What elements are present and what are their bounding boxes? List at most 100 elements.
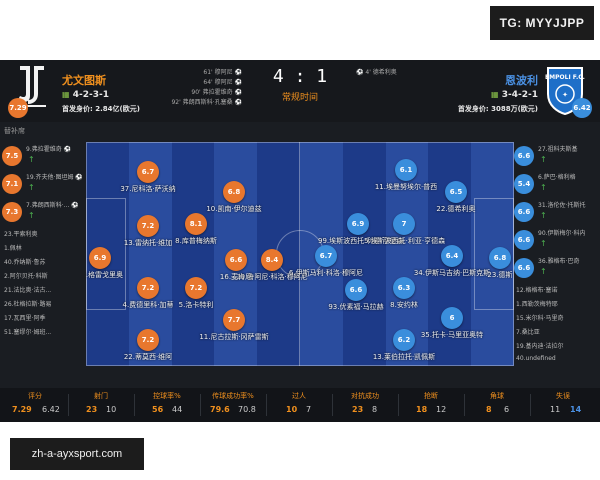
away-penalty-box xyxy=(474,198,514,310)
stat-divider xyxy=(200,394,201,416)
goal-event: 92' 弗朗西斯科·孔塞桑 ⚽ xyxy=(171,99,242,106)
away-bench-player[interactable]: 5.4 6.萨巴·格利格 ↑ xyxy=(514,170,596,198)
home-team-rating: 7.29 xyxy=(8,98,28,118)
away-team-name[interactable]: 恩波利 xyxy=(505,74,538,87)
player-rating: 6.2 xyxy=(393,329,415,351)
stat-divider xyxy=(464,394,465,416)
goal-event: 61' 穆阿尼 ⚽ xyxy=(203,69,242,76)
pitch: 6.7 37.尼科洛·萨沃纳 6.8 10.凯南·伊尔迪兹 7.2 13.雷纳托·维加… xyxy=(86,142,514,366)
sub-in-arrow-icon: ↑ xyxy=(540,239,547,248)
ball-icon: ⚽ xyxy=(234,99,242,106)
player-rating: 8.4 xyxy=(261,249,283,271)
player-name: 34.伊斯马吉纳·巴斯克斯 xyxy=(413,269,491,277)
player-name: 93.优素福·马拉赫 xyxy=(328,303,384,311)
bench-rating: 7.1 xyxy=(2,174,22,194)
home-bench-player[interactable]: 51.塞缪尔·姆班... xyxy=(4,329,52,336)
player-name: 20.鲁阿尼·科洛·穆阿尼 xyxy=(236,273,308,281)
home-bench-player[interactable]: 21.法比奥·法古... xyxy=(4,287,52,294)
player-rating: 6.1 xyxy=(395,159,417,181)
away-bench-player[interactable]: 6.6 36.雅格布·巴奇 ↑ xyxy=(514,254,596,282)
away-bench-player[interactable]: 12.格格布·塞诺 xyxy=(516,287,558,294)
ball-icon: ⚽ xyxy=(356,69,364,76)
away-bench-player[interactable]: 6.6 31.洛伦佐·托斯托 ↑ xyxy=(514,198,596,226)
player-name: 8.安约林 xyxy=(390,301,418,309)
player-rating: 6.8 xyxy=(489,247,511,269)
player-rating: 7.2 xyxy=(137,329,159,351)
ball-icon: ⚽ xyxy=(63,146,72,153)
home-bench-player[interactable]: 23.平索利奥 xyxy=(4,231,38,238)
home-goal-events: 61' 穆阿尼 ⚽ 64' 穆阿尼 ⚽ 90' 弗拉霍维奇 ⚽ 92' 弗朗西斯… xyxy=(150,68,242,108)
away-bench-player[interactable]: 1.西勒茨梅特耶 xyxy=(516,301,558,308)
home-bench-player[interactable]: 1.佩林 xyxy=(4,245,22,252)
away-bench-player[interactable]: 15.米尔科·马里奇 xyxy=(516,315,564,322)
sub-in-arrow-icon: ↑ xyxy=(540,155,547,164)
stat-divider xyxy=(134,394,135,416)
player-name: 23.德斯 xyxy=(487,271,513,279)
svg-text:EMPOLI F.C.: EMPOLI F.C. xyxy=(545,74,585,81)
player-rating: 6 xyxy=(441,307,463,329)
stat-turnovers: 失误 11 14 xyxy=(550,392,582,414)
svg-text:✦: ✦ xyxy=(562,91,568,99)
player-rating: 7.7 xyxy=(223,309,245,331)
home-bench-player[interactable]: 17.瓦西里·阿季 xyxy=(4,315,46,322)
stat-divider xyxy=(530,394,531,416)
away-team-rating: 6.42 xyxy=(572,98,592,118)
away-goal-events: ⚽ 4' 德希利奥 xyxy=(356,68,448,78)
sub-in-arrow-icon: ↑ xyxy=(28,183,35,192)
player-rating: 6.3 xyxy=(393,277,415,299)
away-formation-text: 3-4-2-1 xyxy=(501,90,538,100)
match-status: 常规时间 xyxy=(281,93,318,103)
home-bench-list: 7.5 9.弗拉霍维奇 ⚽ ↑ 7.1 19.齐夫他·图坦姆 ⚽ ↑ 7.3 7… xyxy=(2,142,84,338)
player-rating: 6.5 xyxy=(445,181,467,203)
telegram-watermark: TG: MYYJJPP xyxy=(490,6,594,40)
player-name: 13.莱伯拉托·凯佩斯 xyxy=(372,353,436,361)
ball-icon: ⚽ xyxy=(234,79,242,86)
bench-rating: 7.5 xyxy=(2,146,22,166)
player-name: 13.雷纳托·维加 xyxy=(123,239,173,247)
player-rating: 6.7 xyxy=(137,161,159,183)
formation-icon: ▦ xyxy=(62,90,70,99)
match-header: 尤文图斯 ▦ 4-2-3-1 首发身价: 2.84亿(欧元) 7.29 61' … xyxy=(0,60,600,122)
stat-divider xyxy=(332,394,333,416)
player-rating: 6.6 xyxy=(225,249,247,271)
bench-rating: 6.6 xyxy=(514,230,534,250)
pitch-boundary xyxy=(86,142,514,366)
player-rating: 7.2 xyxy=(137,215,159,237)
home-subs-title: 替补席 xyxy=(4,127,25,135)
away-bench-player[interactable]: 19.基内迪·法拉尔 xyxy=(516,343,564,350)
home-bench-player[interactable]: 7.3 7.弗朗西斯科·... ⚽ ↑ xyxy=(2,198,84,226)
away-bench-player[interactable]: 6.6 27.祖科夫斯基 ↑ xyxy=(514,142,596,170)
stat-corners: 角球 8 6 xyxy=(486,392,510,414)
home-bench-player[interactable]: 2.阿尔贝托·科斯 xyxy=(4,273,48,280)
empoli-logo-icon: EMPOLI F.C. ✦ xyxy=(545,67,585,116)
player-rating: 7.2 xyxy=(185,277,207,299)
stat-divider xyxy=(266,394,267,416)
home-team-name[interactable]: 尤文图斯 xyxy=(62,74,106,87)
away-bench-player[interactable]: 6.6 90.伊斯梅尔·科内 ↑ xyxy=(514,226,596,254)
match-stats-bar: 评分 7.29 6.42 射门 23 10 控球率% 56 44 传球成功率% … xyxy=(0,388,600,422)
bench-rating: 5.4 xyxy=(514,174,534,194)
away-bench-player[interactable]: 40.undefined xyxy=(516,355,556,362)
home-bench-player[interactable]: 40.乔纳斯·鲁苏 xyxy=(4,259,46,266)
sub-in-arrow-icon: ↑ xyxy=(540,267,547,276)
home-bench-player[interactable]: 26.杜格拉斯·路易 xyxy=(4,301,52,308)
match-score: 4 : 1 xyxy=(272,66,328,87)
player-name: 5.洛卡特利 xyxy=(178,301,214,309)
home-bench-player[interactable]: 7.1 19.齐夫他·图坦姆 ⚽ ↑ xyxy=(2,170,84,198)
goal-event: 90' 弗拉霍维奇 ⚽ xyxy=(191,89,242,96)
stat-pass-accuracy: 传球成功率% 79.6 70.8 xyxy=(210,392,256,414)
player-rating: 8.1 xyxy=(185,213,207,235)
away-bench-list: 6.6 27.祖科夫斯基 ↑ 5.4 6.萨巴·格利格 ↑ 6.6 31.洛伦佐… xyxy=(514,142,596,366)
home-bench-player[interactable]: 7.5 9.弗拉霍维奇 ⚽ ↑ xyxy=(2,142,84,170)
bench-rating: 6.6 xyxy=(514,202,534,222)
home-squad-value: 首发身价: 2.84亿(欧元) xyxy=(62,105,140,113)
bench-rating: 6.6 xyxy=(514,146,534,166)
site-watermark: zh-a-ayxsport.com xyxy=(10,438,144,470)
away-bench-player[interactable]: 7.桑比亚 xyxy=(516,329,540,336)
player-rating: 6.6 xyxy=(345,279,367,301)
home-formation: ▦ 4-2-3-1 xyxy=(62,90,109,100)
stat-possession: 控球率% 56 44 xyxy=(152,392,183,414)
player-name: 35.托卡·马里亚奥特 xyxy=(420,331,484,339)
player-rating: 6.9 xyxy=(89,247,111,269)
player-name: 37.尼科洛·萨沃纳 xyxy=(120,185,176,193)
